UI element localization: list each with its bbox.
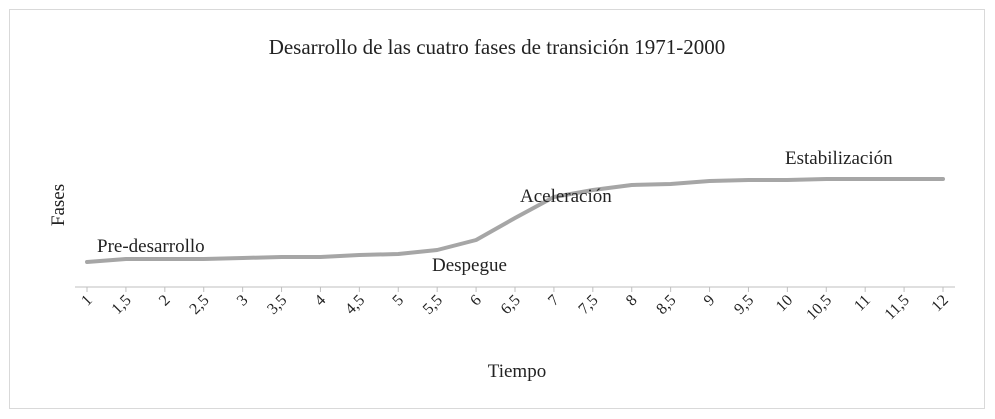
- x-axis-label: Tiempo: [488, 361, 546, 382]
- annotation: Aceleración: [520, 186, 612, 207]
- annotation: Despegue: [432, 255, 507, 276]
- annotation: Estabilización: [785, 148, 893, 169]
- annotation: Pre-desarrollo: [97, 236, 205, 257]
- chart-title: Desarrollo de las cuatro fases de transi…: [269, 35, 726, 59]
- y-axis-label: Fases: [48, 184, 69, 226]
- data-line: [85, 177, 945, 264]
- chart-frame: [9, 9, 985, 409]
